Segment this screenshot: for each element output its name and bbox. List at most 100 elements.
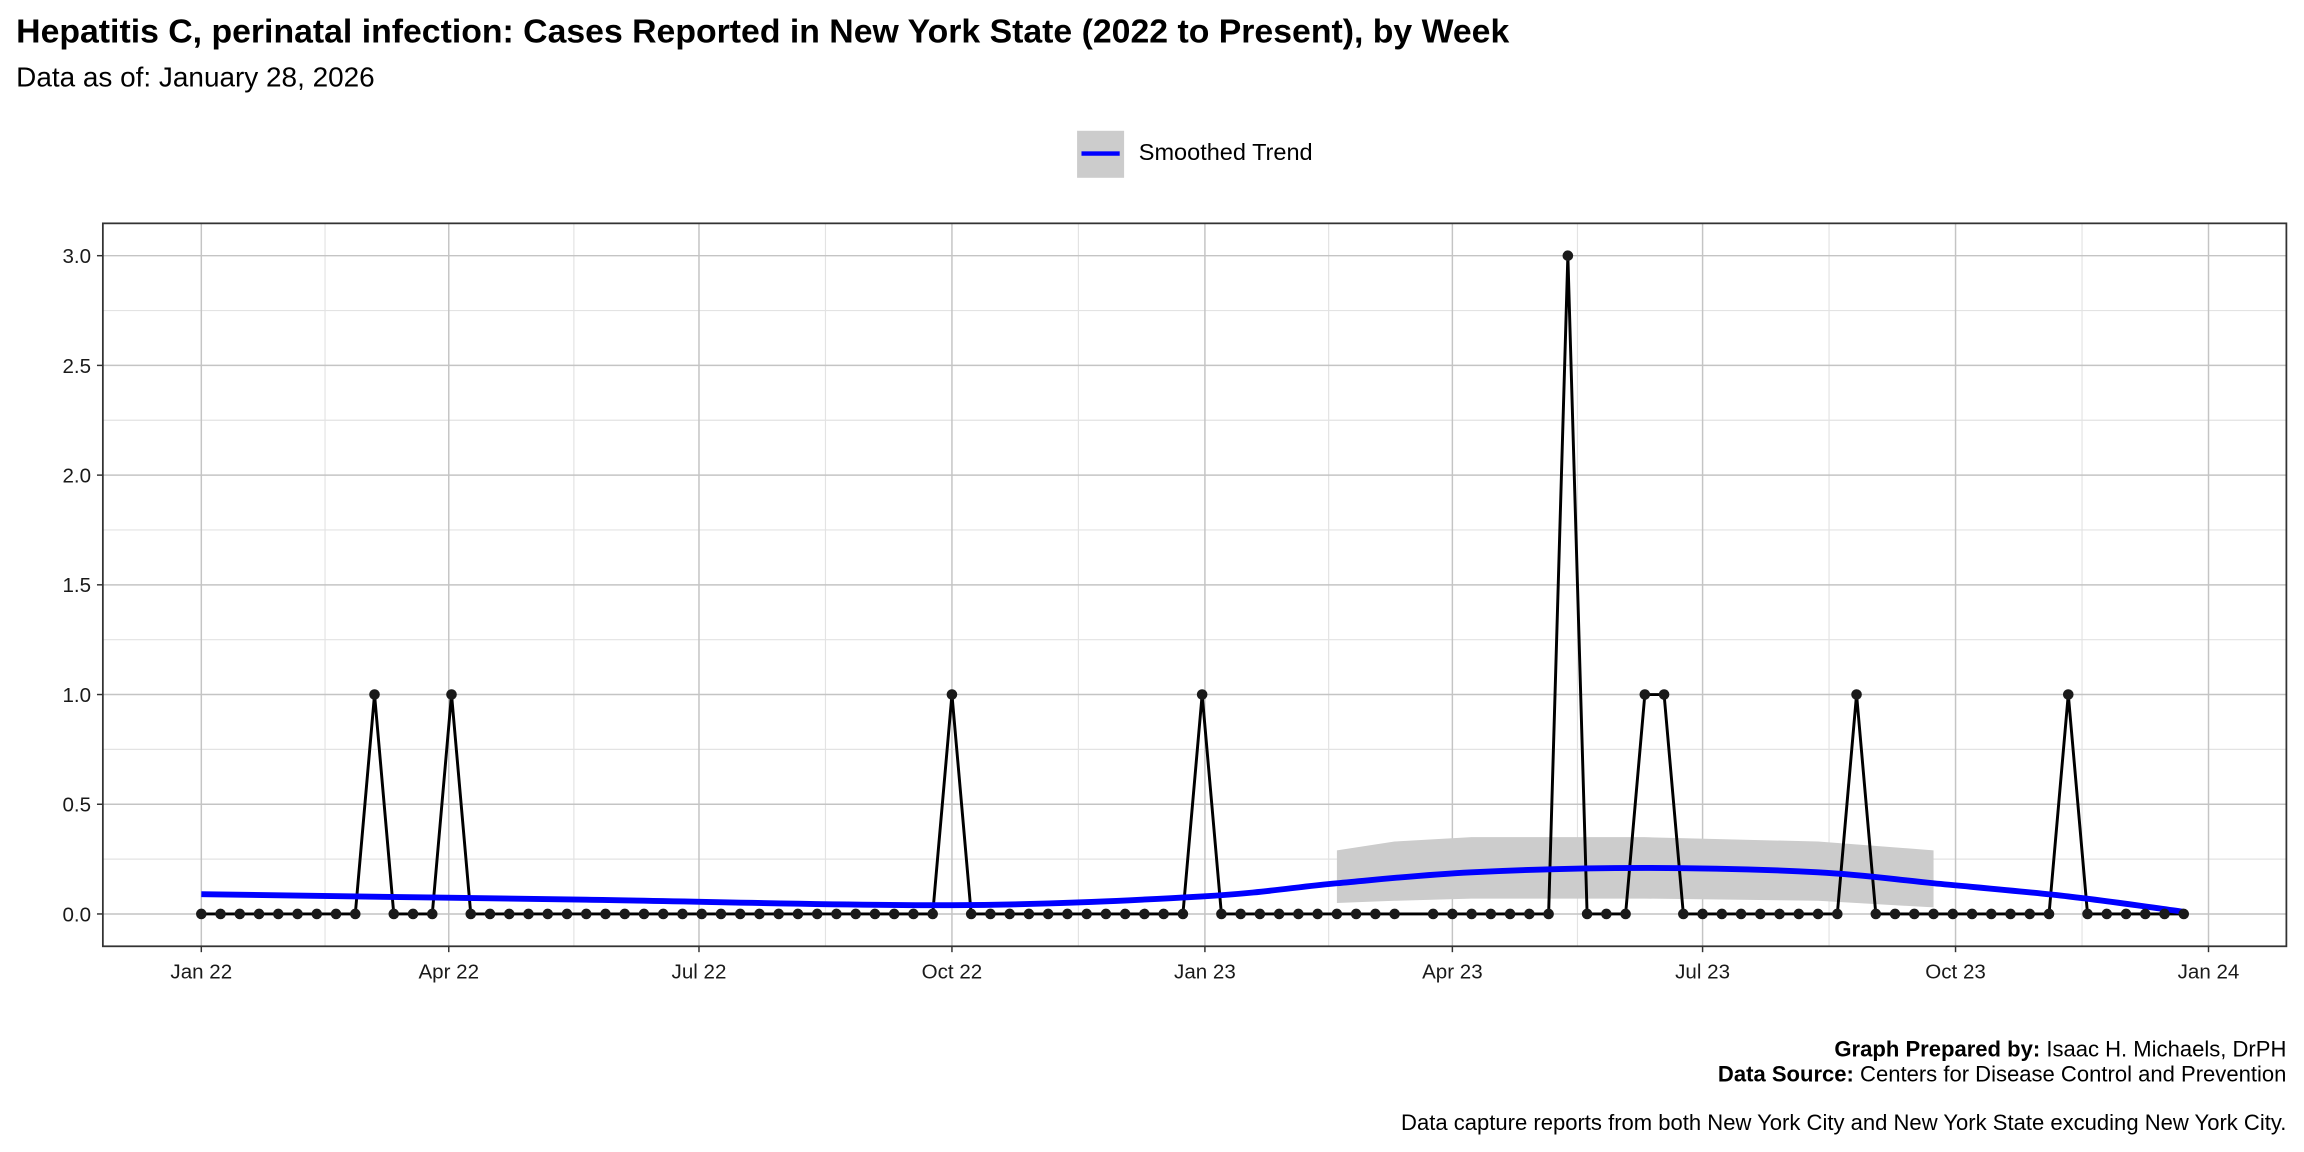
data-point (1235, 908, 1246, 920)
data-point (215, 908, 226, 920)
data-point (2043, 908, 2055, 920)
data-point (1524, 908, 1535, 920)
data-point (1504, 908, 1516, 920)
data-point (677, 908, 688, 920)
data-point (426, 908, 438, 920)
data-point (407, 908, 419, 920)
y-tick-label: 2.5 (63, 355, 92, 378)
data-note: Data capture reports from both New York … (1401, 1110, 2287, 1136)
y-tick-label: 3.0 (63, 245, 92, 268)
data-point (1947, 908, 1959, 920)
data-point (1658, 689, 1670, 700)
y-tick-label: 1.0 (63, 684, 92, 707)
data-point (965, 908, 977, 920)
data-point (1851, 689, 1862, 700)
data-point (2005, 908, 2016, 920)
data-point (754, 908, 765, 920)
data-point (2082, 908, 2093, 920)
data-point (580, 908, 592, 920)
data-point (234, 908, 246, 920)
data-point (1986, 908, 1997, 920)
data-point (292, 908, 303, 920)
data-point (1370, 908, 1381, 920)
x-tick-label: Jan 22 (170, 961, 232, 984)
data-point (253, 908, 265, 920)
confidence-ribbon (1336, 837, 1934, 908)
data-point (831, 908, 842, 920)
data-point (2159, 908, 2170, 920)
data-point (2120, 908, 2132, 920)
data-point (1350, 908, 1362, 920)
data-point (1870, 908, 1882, 920)
data-point (1620, 908, 1631, 920)
data-point (1196, 689, 1208, 700)
legend-trend-label: Smoothed Trend (1138, 141, 1313, 167)
data-point (542, 908, 554, 920)
y-tick-label: 1.5 (63, 574, 92, 597)
data-point (1447, 908, 1458, 920)
data-point (1331, 908, 1343, 920)
data-point (2024, 908, 2036, 920)
x-tick-label: Jul 23 (1675, 961, 1730, 984)
data-point (1909, 908, 1920, 920)
x-tick-label: Jan 24 (2178, 961, 2240, 984)
data-point (908, 908, 919, 920)
data-point (734, 908, 746, 920)
data-point (715, 908, 727, 920)
x-tick-label: Jan 23 (1174, 961, 1236, 984)
data-point (1062, 908, 1073, 920)
data-point (1697, 908, 1708, 920)
data-point (2139, 908, 2151, 920)
smoothed-trend-line (201, 864, 2185, 915)
prepared-by-value: Isaac H. Michaels, DrPH (2046, 1037, 2287, 1063)
data-point (561, 908, 573, 920)
data-point (446, 689, 457, 700)
data-point (869, 908, 881, 920)
data-point (1139, 908, 1150, 920)
data-point (1716, 908, 1728, 920)
data-point (1966, 908, 1978, 920)
data-point (1119, 908, 1131, 920)
data-point (985, 908, 996, 920)
data-point (1466, 908, 1477, 920)
data-point (1774, 908, 1785, 920)
data-point (465, 908, 477, 920)
y-tick-label: 2.0 (63, 464, 92, 487)
data-point (1100, 908, 1112, 920)
data-point (484, 908, 496, 920)
data-point (196, 908, 207, 920)
data-point (388, 908, 400, 920)
x-tick-label: Oct 22 (922, 961, 983, 984)
data-point (619, 908, 631, 920)
data-point (1639, 689, 1651, 700)
data-point (1042, 908, 1054, 920)
data-point (888, 908, 900, 920)
data-point (1081, 908, 1092, 920)
data-point (1485, 908, 1497, 920)
data-point (369, 689, 380, 700)
data-point (1678, 908, 1689, 920)
data-point (1543, 908, 1554, 920)
data-point (330, 908, 342, 920)
data-point (1581, 908, 1593, 920)
data-source-value: Centers for Disease Control and Preventi… (1860, 1062, 2287, 1088)
x-tick-label: Apr 23 (1422, 961, 1483, 984)
data-point (1273, 908, 1285, 920)
data-point (1812, 908, 1824, 920)
y-tick-label: 0.0 (63, 903, 92, 926)
data-point (927, 908, 938, 920)
data-point (811, 908, 823, 920)
data-point (1158, 908, 1169, 920)
data-point (1755, 908, 1766, 920)
data-point (1832, 908, 1843, 920)
data-point (1735, 908, 1747, 920)
data-point (1562, 250, 1574, 261)
data-point (1004, 908, 1015, 920)
data-point (657, 908, 669, 920)
data-point (1427, 908, 1439, 920)
data-point (792, 908, 804, 920)
legend: Smoothed Trend (1077, 130, 1313, 178)
data-point (1023, 908, 1035, 920)
x-tick-label: Oct 23 (1925, 961, 1986, 984)
